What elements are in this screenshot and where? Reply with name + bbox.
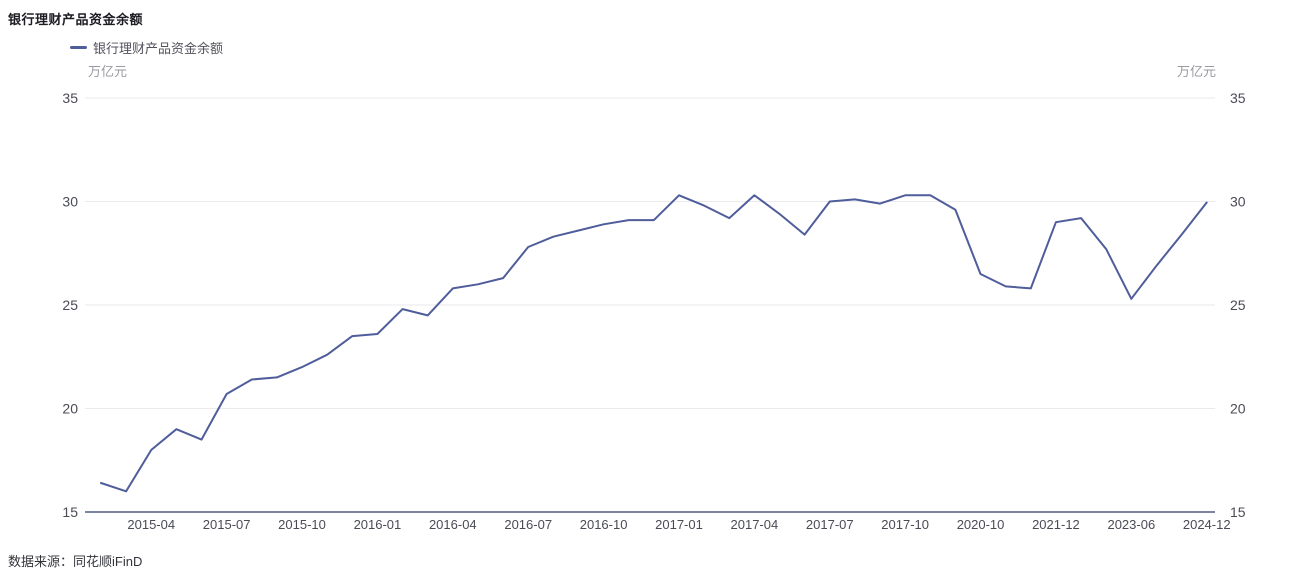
y-tick-label: 25 [62, 297, 78, 313]
x-tick-label: 2015-10 [278, 517, 326, 532]
x-tick-label: 2017-10 [881, 517, 929, 532]
legend[interactable]: 银行理财产品资金余额 [70, 40, 224, 56]
y-axis-labels-right: 15 20 25 30 35 [1230, 90, 1246, 520]
y-axis-labels-left: 15 20 25 30 35 [62, 90, 78, 520]
y-tick-label: 20 [62, 401, 78, 417]
x-tick-label: 2016-01 [354, 517, 402, 532]
x-tick-label: 2016-10 [580, 517, 628, 532]
y-tick-label: 15 [1230, 504, 1246, 520]
x-tick-label: 2017-04 [731, 517, 779, 532]
x-tick-label: 2023-06 [1107, 517, 1155, 532]
y-tick-label: 30 [62, 194, 78, 210]
x-tick-label: 2020-10 [957, 517, 1005, 532]
legend-label: 银行理财产品资金余额 [93, 40, 224, 56]
x-tick-label: 2024-12 [1183, 517, 1231, 532]
x-tick-label: 2015-04 [127, 517, 175, 532]
x-tick-label: 2016-07 [504, 517, 552, 532]
y-tick-label: 20 [1230, 401, 1246, 417]
y-axis-unit-right: 万亿元 [1176, 64, 1216, 79]
x-tick-label: 2015-07 [203, 517, 251, 532]
y-tick-label: 35 [1230, 90, 1246, 106]
x-tick-label: 2017-07 [806, 517, 854, 532]
series-line [100, 194, 1208, 493]
y-tick-label: 25 [1230, 297, 1246, 313]
y-tick-label: 15 [62, 504, 78, 520]
y-axis-unit-left: 万亿元 [88, 64, 128, 79]
y-tick-label: 35 [62, 90, 78, 106]
legend-line-marker-icon [70, 45, 87, 49]
x-tick-label: 2016-04 [429, 517, 477, 532]
page-title: 银行理财产品资金余额 [8, 12, 144, 27]
x-axis-labels: 2015-04 2015-07 2015-10 2016-01 2016-04 2016-… [127, 517, 1230, 532]
gridlines [85, 97, 1215, 513]
data-source-note: 数据来源：同花顺iFinD [8, 554, 143, 569]
y-tick-label: 30 [1230, 194, 1246, 210]
x-tick-label: 2021-12 [1032, 517, 1080, 532]
x-tick-label: 2017-01 [655, 517, 703, 532]
